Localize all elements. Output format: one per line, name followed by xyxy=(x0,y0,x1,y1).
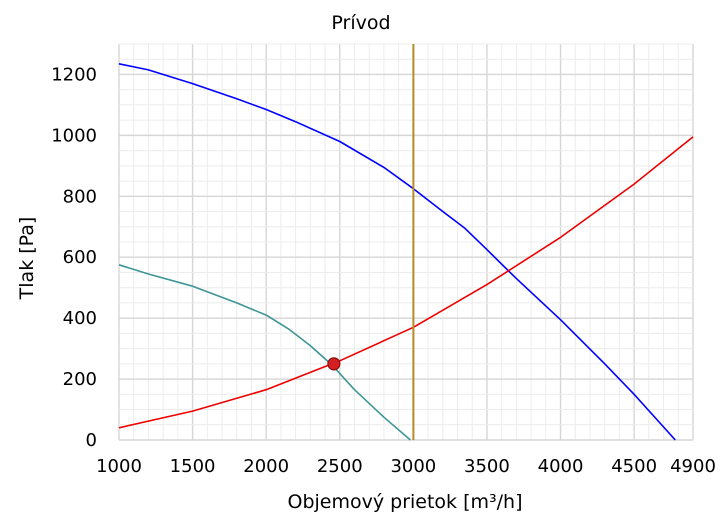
x-tick-label: 1500 xyxy=(170,456,216,477)
grid xyxy=(118,43,694,441)
y-tick-label: 400 xyxy=(63,308,97,329)
y-tick-label: 600 xyxy=(63,247,97,268)
x-axis-title: Objemový prietok [m³/h] xyxy=(288,491,523,513)
series-layer xyxy=(118,44,694,441)
x-tick-label: 3000 xyxy=(390,456,436,477)
y-tick-label: 800 xyxy=(63,186,97,207)
y-tick-label: 0 xyxy=(86,430,97,451)
x-tick-label: 4900 xyxy=(670,456,716,477)
x-axis-ticks: 1000 1500 2000 2500 3000 3500 4000 4500 4900 xyxy=(96,456,716,477)
series-line-3 xyxy=(118,264,411,441)
x-tick-label: 4000 xyxy=(538,456,584,477)
y-tick-label: 1000 xyxy=(51,125,97,146)
y-tick-label: 1200 xyxy=(51,64,97,85)
y-axis-ticks: 0 200 400 600 800 1000 1200 xyxy=(51,64,97,451)
y-tick-label: 200 xyxy=(63,369,97,390)
x-tick-label: 3500 xyxy=(464,456,510,477)
chart-title: Prívod xyxy=(331,12,390,34)
x-tick-label: 4500 xyxy=(611,456,657,477)
x-tick-label: 1000 xyxy=(96,456,142,477)
operating-point-marker xyxy=(327,357,341,371)
x-tick-label: 2000 xyxy=(243,456,289,477)
y-axis-title: Tlak [Pa] xyxy=(16,217,38,301)
x-tick-label: 2500 xyxy=(317,456,363,477)
point-layer xyxy=(327,357,341,371)
